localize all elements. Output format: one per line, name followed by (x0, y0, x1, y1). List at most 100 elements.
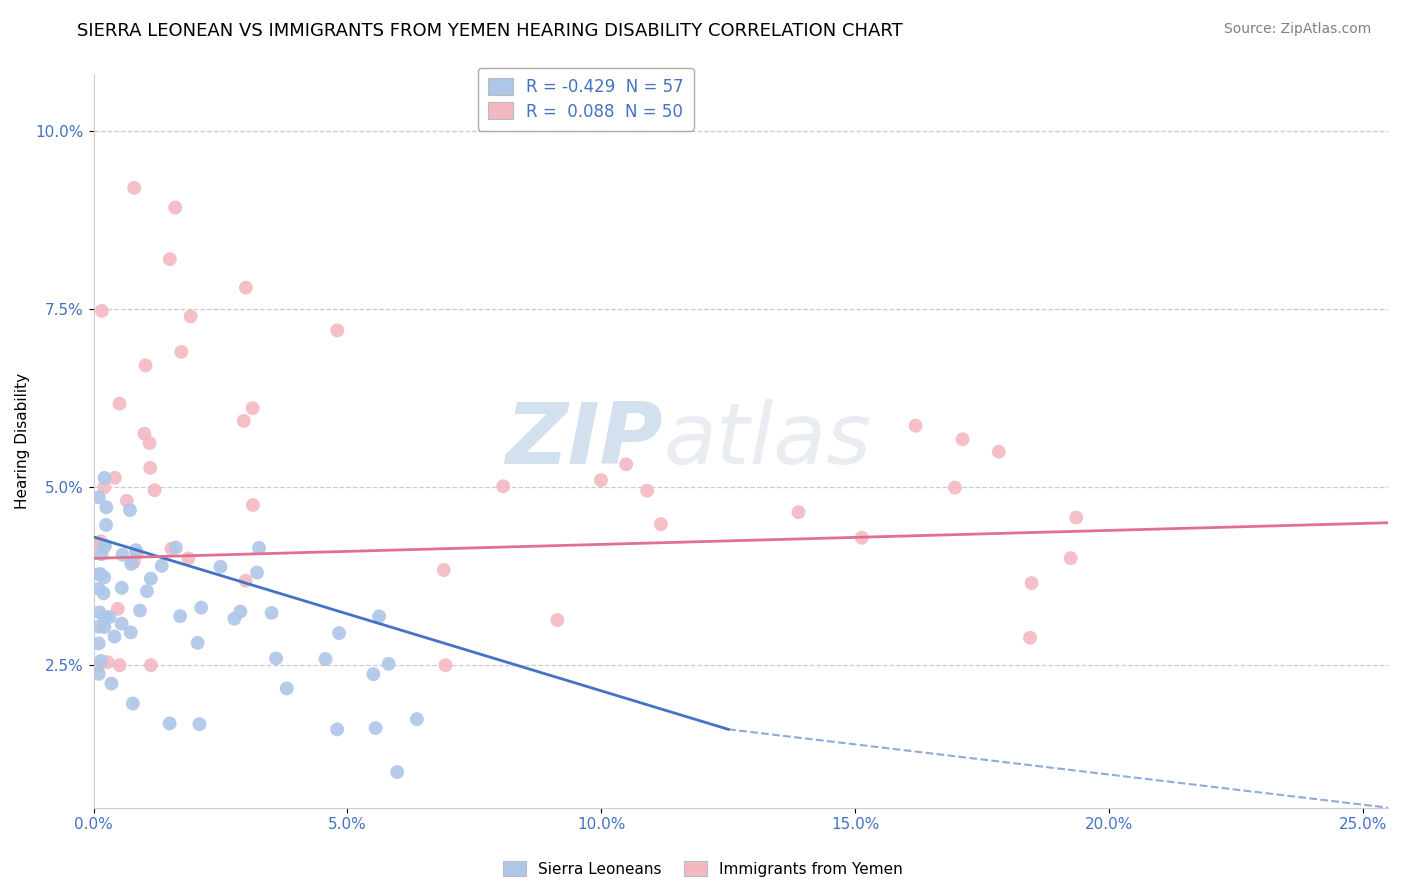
Point (118, 503, 141, 517)
Point (1021, 576, 1043, 591)
Point (1019, 631, 1042, 645)
Point (93, 471, 115, 485)
Point (328, 626, 350, 640)
Point (165, 541, 187, 555)
Point (169, 609, 191, 624)
Point (315, 652, 337, 666)
Point (90, 547, 112, 561)
Point (89, 606, 111, 620)
Point (90, 304, 112, 318)
Point (129, 604, 152, 618)
Point (90, 654, 112, 668)
Point (242, 498, 264, 512)
Point (904, 418, 927, 433)
Point (122, 555, 145, 569)
Point (492, 479, 515, 493)
Point (93, 620, 115, 634)
Legend: Sierra Leoneans, Immigrants from Yemen: Sierra Leoneans, Immigrants from Yemen (495, 853, 911, 884)
Point (224, 612, 246, 626)
Point (851, 531, 873, 545)
Point (94, 610, 117, 624)
Point (159, 716, 181, 731)
Point (122, 181, 145, 195)
Text: Source: ZipAtlas.com: Source: ZipAtlas.com (1223, 22, 1371, 37)
Point (90, 534, 112, 549)
Point (546, 613, 568, 627)
Point (111, 581, 134, 595)
Point (229, 605, 252, 619)
Point (120, 625, 142, 640)
Point (87, 620, 110, 634)
Point (96, 500, 118, 515)
Point (242, 401, 264, 416)
Text: ZIP: ZIP (506, 400, 664, 483)
Point (115, 493, 138, 508)
Point (87, 636, 110, 650)
Point (125, 543, 148, 558)
Point (98, 610, 121, 624)
Point (180, 310, 202, 324)
Point (120, 557, 142, 571)
Point (165, 201, 187, 215)
Point (650, 517, 672, 532)
Point (363, 667, 385, 681)
Point (636, 483, 658, 498)
Point (108, 658, 131, 673)
Point (93, 539, 115, 553)
Point (160, 541, 183, 556)
Point (276, 681, 298, 696)
Point (787, 505, 810, 519)
Point (1060, 551, 1083, 566)
Legend: R = -0.429  N = 57, R =  0.088  N = 50: R = -0.429 N = 57, R = 0.088 N = 50 (478, 68, 693, 130)
Point (93, 480, 115, 494)
Point (232, 414, 254, 428)
Point (943, 481, 966, 495)
Point (260, 606, 283, 620)
Point (589, 473, 612, 487)
Point (326, 323, 349, 337)
Point (139, 572, 162, 586)
Point (89, 567, 111, 582)
Point (952, 432, 974, 446)
Point (385, 765, 408, 780)
Point (100, 676, 122, 690)
Point (107, 602, 129, 616)
Point (134, 426, 156, 441)
Text: atlas: atlas (664, 400, 872, 483)
Point (93, 570, 115, 584)
Point (434, 658, 457, 673)
Point (93, 586, 115, 600)
Point (103, 630, 125, 644)
Point (139, 658, 162, 673)
Point (235, 280, 257, 294)
Point (125, 547, 148, 561)
Point (87, 490, 110, 504)
Point (135, 359, 157, 373)
Point (138, 436, 160, 450)
Point (368, 609, 391, 624)
Point (159, 252, 181, 267)
Point (110, 616, 132, 631)
Point (246, 566, 269, 580)
Point (406, 712, 429, 726)
Point (433, 563, 456, 577)
Point (143, 483, 166, 498)
Point (1064, 510, 1087, 524)
Point (111, 548, 134, 562)
Point (150, 558, 173, 573)
Point (93, 539, 115, 553)
Point (87, 539, 110, 553)
Text: SIERRA LEONEAN VS IMMIGRANTS FROM YEMEN HEARING DISABILITY CORRELATION CHART: SIERRA LEONEAN VS IMMIGRANTS FROM YEMEN … (77, 22, 903, 40)
Point (264, 651, 287, 665)
Point (136, 584, 159, 599)
Point (94, 517, 117, 532)
Point (104, 471, 127, 485)
Point (326, 723, 349, 737)
Point (170, 344, 193, 359)
Point (987, 444, 1010, 458)
Point (177, 551, 200, 566)
Point (187, 636, 209, 650)
Point (122, 697, 145, 711)
Point (87, 666, 110, 681)
Point (190, 600, 212, 615)
